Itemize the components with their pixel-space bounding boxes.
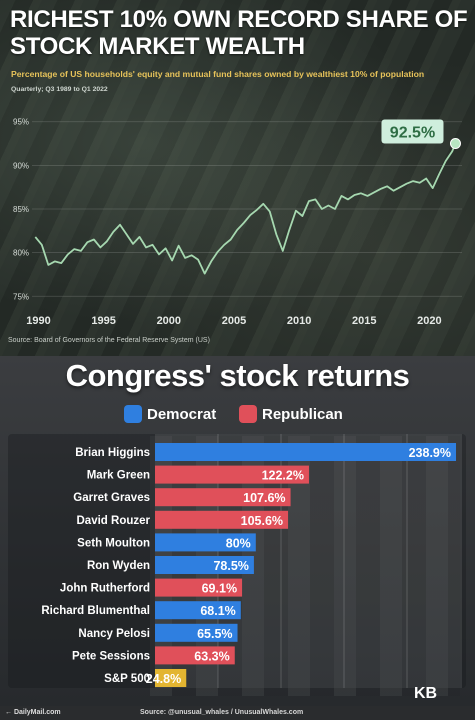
bar: [155, 510, 289, 529]
top-chart-panel: [0, 0, 475, 356]
bar: [155, 533, 256, 552]
bar: [155, 601, 241, 620]
category-label: Brian Higgins: [75, 447, 150, 459]
x-tick-label: 2010: [287, 315, 311, 327]
value-label: 107.6%: [243, 491, 285, 505]
footer-source: Source: @unusual_whales / UnusualWhales.…: [140, 709, 304, 716]
y-tick-label: 75%: [13, 292, 29, 301]
watermark: KB: [414, 685, 438, 702]
category-label: Garret Graves: [73, 492, 150, 504]
legend-republican: Republican: [239, 404, 343, 424]
x-tick-label: 2015: [352, 315, 376, 327]
bar: [155, 443, 457, 461]
category-label: S&P 500: [104, 673, 150, 685]
value-label: 238.9%: [409, 446, 451, 460]
value-label: 122.2%: [262, 469, 304, 483]
y-tick-label: 95%: [13, 118, 29, 127]
highlight-label-box: [381, 119, 444, 144]
category-label: John Rutherford: [60, 583, 150, 595]
footer-bar: [0, 706, 475, 720]
top-chart-source: Source: Board of Governors of the Federa…: [8, 337, 210, 344]
legend-democrat-swatch: [124, 405, 142, 423]
legend-republican-swatch: [239, 405, 257, 423]
value-label: 78.5%: [213, 559, 248, 573]
top-chart-subtitle: Percentage of US households' equity and …: [11, 69, 425, 79]
bar: [155, 669, 187, 687]
top-chart-title: RICHEST 10% OWN RECORD SHARE OF STOCK MA…: [10, 6, 470, 60]
category-label: Nancy Pelosi: [78, 628, 150, 640]
bar: [155, 465, 309, 484]
value-label: 105.6%: [241, 514, 283, 528]
bar: [155, 623, 238, 642]
category-label: David Rouzer: [77, 515, 151, 527]
value-label: 69.1%: [202, 582, 237, 596]
highlight-label: 92.5%: [390, 125, 435, 142]
footer-brand: ← DailyMail.com: [5, 709, 61, 716]
bar: [155, 488, 291, 507]
value-label: 65.5%: [197, 627, 232, 641]
bar-chart: Brian Higgins 238.9% Mark Green 122.2% Garre…: [8, 434, 466, 688]
line-chart: 75% 80% 85% 90% 95% 1990 1995 2000 2005 2010 2015 2…: [13, 118, 462, 327]
legend-democrat: Democrat: [124, 404, 216, 424]
bar: [155, 578, 243, 597]
x-tick-label: 1990: [26, 315, 50, 327]
category-label: Ron Wyden: [87, 560, 150, 572]
legend-democrat-label: Democrat: [147, 405, 217, 423]
bar: [155, 646, 235, 665]
x-tick-label: 2020: [417, 315, 441, 327]
category-label: Seth Moulton: [77, 537, 150, 549]
top-chart-title-line2: STOCK MARKET WEALTH: [10, 33, 305, 60]
series-line: [34, 143, 457, 275]
endpoint-marker: [449, 138, 461, 150]
top-chart-period: Quarterly; Q3 1989 to Q1 2022: [11, 86, 108, 93]
legend-republican-label: Republican: [262, 405, 343, 423]
y-tick-label: 80%: [13, 249, 29, 258]
top-chart-title-line1: RICHEST 10% OWN RECORD SHARE OF: [10, 6, 468, 33]
bar: [155, 556, 254, 574]
value-label: 24.8%: [146, 672, 181, 686]
value-label: 80%: [226, 536, 251, 550]
value-label: 68.1%: [200, 604, 235, 618]
category-label: Mark Green: [87, 470, 150, 482]
x-tick-label: 2005: [222, 315, 246, 327]
x-tick-label: 2000: [157, 315, 181, 327]
x-tick-label: 1995: [91, 315, 115, 327]
value-label: 63.3%: [194, 649, 229, 663]
y-tick-label: 85%: [13, 205, 29, 214]
bottom-chart-title: Congress' stock returns: [65, 358, 410, 393]
y-tick-label: 90%: [13, 161, 29, 170]
category-label: Richard Blumenthal: [41, 605, 150, 617]
category-label: Pete Sessions: [72, 650, 150, 662]
